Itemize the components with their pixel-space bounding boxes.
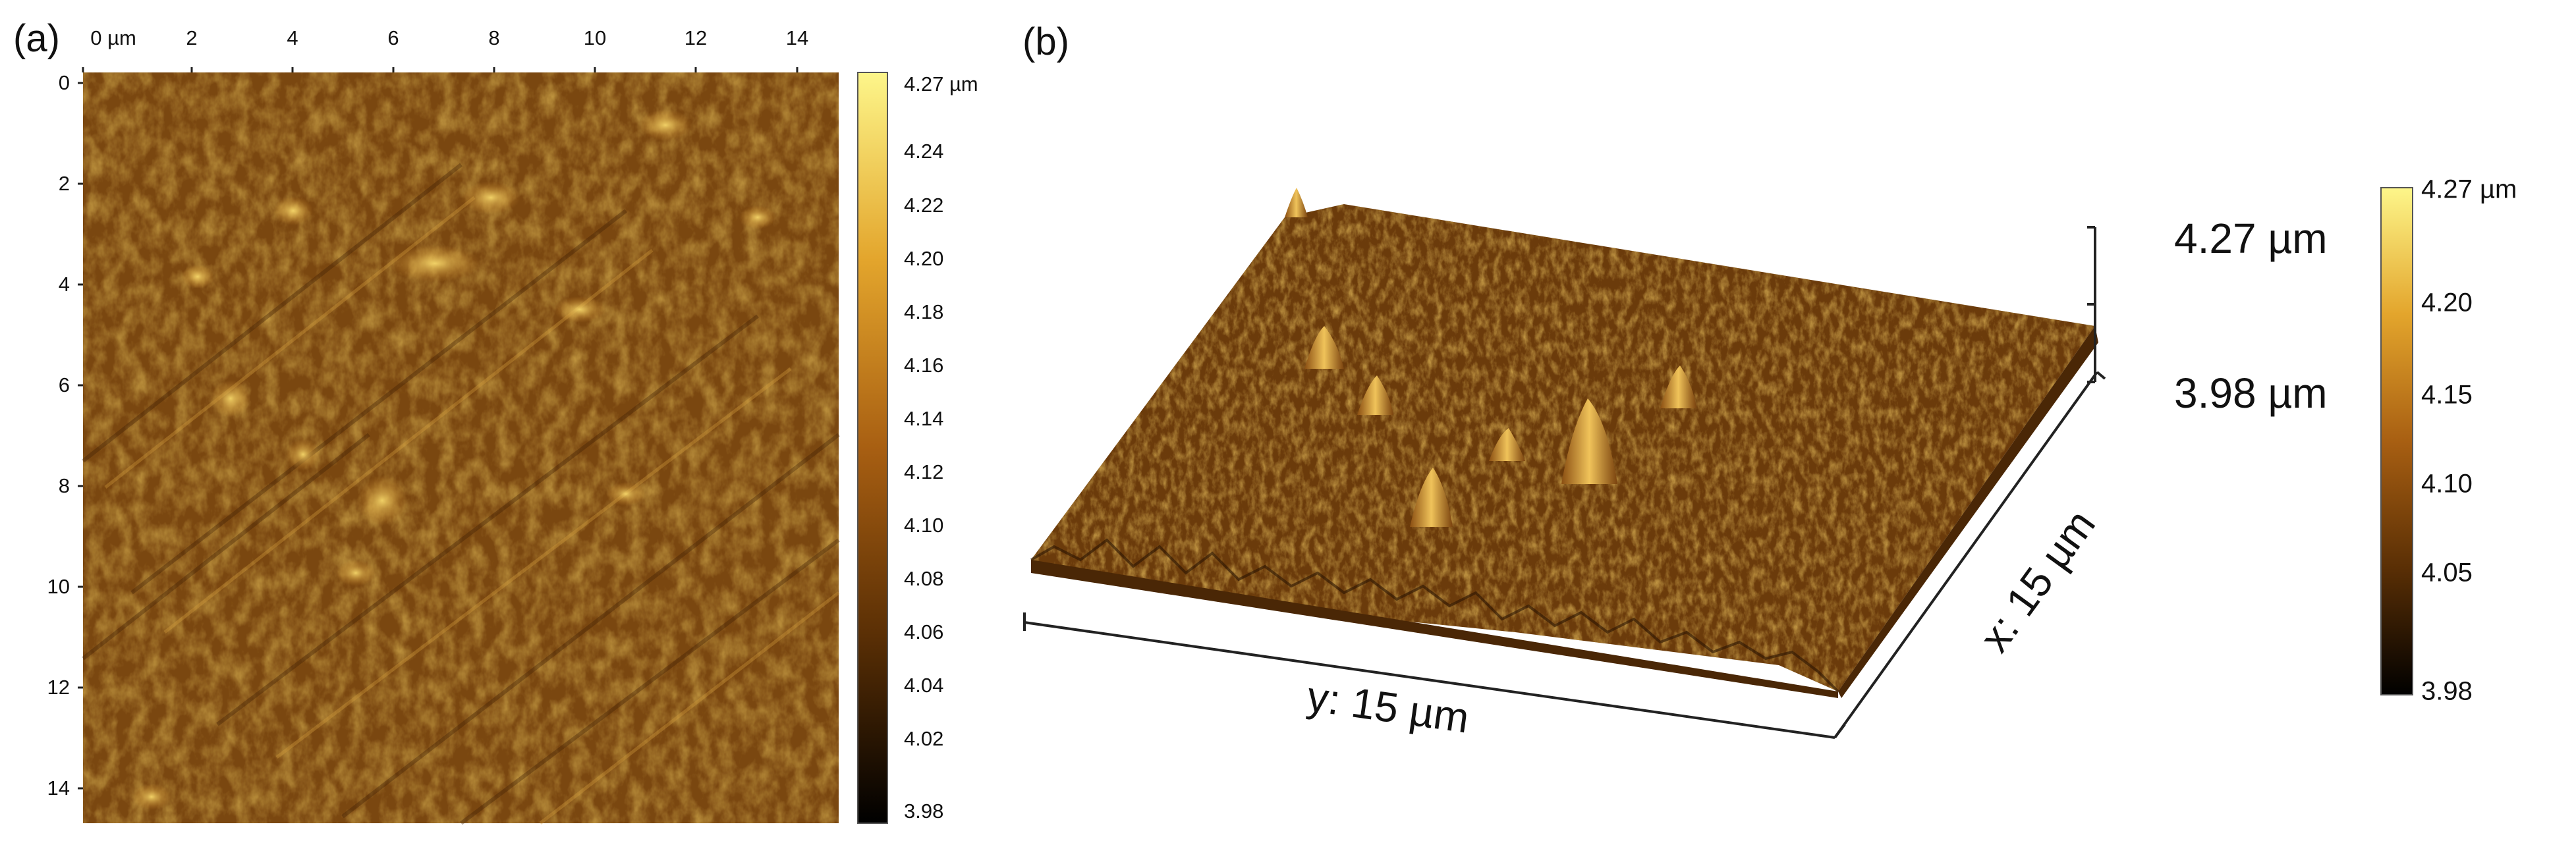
afm-height-map (82, 72, 840, 825)
colorbar-a-tick: 4.02 (904, 727, 944, 750)
x-tick: 0 µm (90, 26, 136, 49)
colorbar-a-tick: 4.08 (904, 567, 944, 590)
surface-peak (1561, 398, 1617, 484)
x-tick: 12 (684, 26, 708, 49)
y-tick: 12 (47, 676, 70, 699)
colorbar-b-tick: 4.15 (2421, 380, 2473, 410)
y-tick: 0 (58, 71, 70, 94)
colorbar-a-tick: 4.14 (904, 407, 944, 430)
colorbar-a-tick: 4.27 µm (904, 72, 978, 95)
afm-3d-surface (1030, 188, 2098, 698)
surface-peak (1304, 326, 1344, 369)
panel-b-axes (1023, 371, 2106, 739)
colorbar-a-tick: 4.24 (904, 140, 944, 163)
panel-b-colorbar (2380, 187, 2413, 695)
z-scale-bracket (2087, 226, 2096, 383)
x-tick: 6 (387, 26, 399, 49)
surface-peak (1660, 366, 1696, 408)
x-tick: 4 (287, 26, 298, 49)
y-tick: 10 (47, 575, 70, 598)
surface-peak (1357, 375, 1393, 415)
colorbar-b-tick: 4.20 (2421, 288, 2473, 317)
colorbar-a-tick: 4.04 (904, 674, 944, 697)
colorbar-b-tick: 3.98 (2421, 676, 2473, 706)
surface-peak (1285, 188, 1308, 217)
surface-peak (1489, 428, 1525, 461)
colorbar-a-tick: 4.16 (904, 354, 944, 377)
z-min-label: 3.98 µm (2174, 369, 2328, 417)
y-tick: 8 (58, 474, 70, 497)
colorbar-a-tick: 3.98 (904, 800, 944, 823)
y-tick: 2 (58, 172, 70, 195)
y-tick: 6 (58, 373, 70, 396)
x-tick: 14 (785, 26, 809, 49)
panel-b-label: (b) (1022, 20, 1069, 63)
colorbar-a-tick: 4.12 (904, 460, 944, 483)
colorbar-a-tick: 4.10 (904, 514, 944, 537)
surface-peak (1410, 468, 1453, 527)
x-tick: 8 (488, 26, 500, 49)
colorbar-a-tick: 4.18 (904, 300, 944, 323)
colorbar-a-tick: 4.22 (904, 194, 944, 217)
y-tick: 4 (58, 273, 70, 296)
colorbar-b-tick: 4.27 µm (2421, 175, 2517, 204)
y-tick: 14 (47, 776, 70, 800)
panel-a-axes (78, 67, 798, 790)
x-tick: 10 (583, 26, 607, 49)
colorbar-a-tick: 4.20 (904, 247, 944, 270)
panel-a-label: (a) (13, 17, 60, 60)
z-max-label: 4.27 µm (2174, 215, 2328, 262)
colorbar-a-tick: 4.06 (904, 620, 944, 643)
panel-a-colorbar (857, 72, 888, 824)
colorbar-b-tick: 4.10 (2421, 469, 2473, 499)
x-tick: 2 (186, 26, 198, 49)
colorbar-b-tick: 4.05 (2421, 558, 2473, 587)
